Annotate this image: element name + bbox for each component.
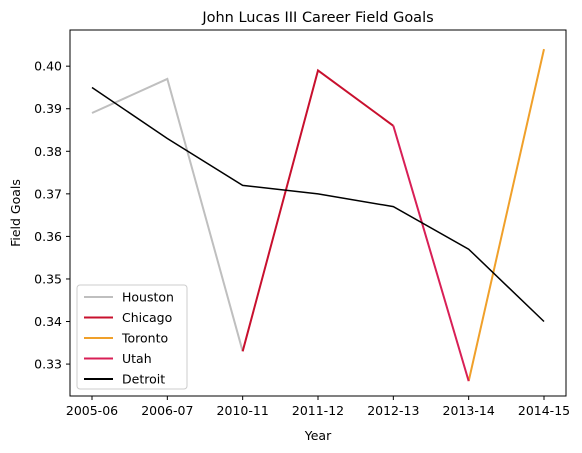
y-tick-label: 0.40 <box>34 59 62 74</box>
y-tick-label: 0.35 <box>34 271 62 286</box>
x-tick-label: 2012-13 <box>367 403 419 418</box>
chart-title: John Lucas III Career Field Goals <box>201 10 433 26</box>
series-line-toronto <box>467 48 545 382</box>
legend-box <box>76 284 188 390</box>
legend-label-detroit: Detroit <box>122 372 165 387</box>
legend-label-houston: Houston <box>122 290 174 305</box>
y-tick-label: 0.39 <box>34 101 62 116</box>
x-tick-label: 2006-07 <box>141 403 193 418</box>
y-tick-label: 0.34 <box>34 314 62 329</box>
y-axis-label: Field Goals <box>8 179 23 247</box>
y-tick-label: 0.37 <box>34 186 62 201</box>
series-line-utah <box>392 125 470 382</box>
legend-label-utah: Utah <box>122 351 152 366</box>
x-tick-label: 2010-11 <box>217 403 269 418</box>
legend: Houston Chicago Toronto Utah Detroit <box>76 284 188 390</box>
legend-label-chicago: Chicago <box>122 310 172 325</box>
x-tick-label: 2013-14 <box>443 403 495 418</box>
series-line-houston <box>91 77 244 352</box>
x-axis: 2005-06 2006-07 2010-11 2011-12 2012-13 2013-… <box>66 396 570 418</box>
y-axis: 0.33 0.34 0.35 0.36 0.37 0.38 0.39 0.40 <box>34 59 70 372</box>
y-tick-label: 0.33 <box>34 357 62 372</box>
y-tick-label: 0.36 <box>34 229 62 244</box>
legend-label-toronto: Toronto <box>121 331 168 346</box>
x-tick-label: 2011-12 <box>292 403 344 418</box>
y-tick-label: 0.38 <box>34 144 62 159</box>
x-tick-label: 2005-06 <box>66 403 118 418</box>
x-axis-label: Year <box>304 428 332 443</box>
series-layer <box>91 48 545 382</box>
series-line-chicago <box>241 68 394 352</box>
x-tick-label: 2014-15 <box>518 403 570 418</box>
series-line-detroit <box>91 86 545 323</box>
